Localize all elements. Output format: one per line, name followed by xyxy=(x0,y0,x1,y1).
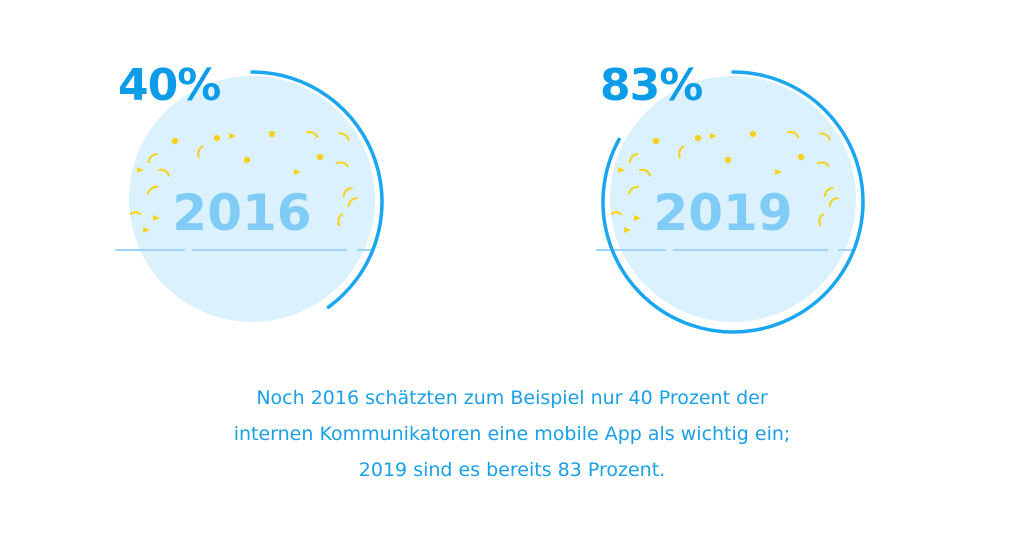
confetti-streamer xyxy=(342,187,353,198)
confetti-streamer xyxy=(678,145,685,159)
confetti-streamer xyxy=(786,131,800,139)
confetti-triangle xyxy=(294,169,301,175)
progress-arc xyxy=(601,70,865,334)
caption: Noch 2016 schätzten zum Beispiel nur 40 … xyxy=(112,380,912,488)
confetti-streamer xyxy=(147,153,158,164)
confetti-dot xyxy=(749,130,757,138)
confetti-dot xyxy=(316,153,324,161)
confetti-group xyxy=(610,130,839,233)
confetti-streamer xyxy=(628,153,639,164)
confetti-dot xyxy=(797,153,805,161)
confetti-streamer xyxy=(197,145,204,159)
confetti-triangle xyxy=(624,227,631,233)
confetti-streamer xyxy=(818,213,825,227)
confetti-triangle xyxy=(618,167,625,173)
confetti-triangle xyxy=(229,133,236,139)
confetti-dot xyxy=(171,137,179,145)
year-label: 2016 xyxy=(172,184,311,242)
confetti-triangle xyxy=(634,215,641,221)
year-label: 2019 xyxy=(653,184,792,242)
confetti-dot xyxy=(652,137,660,145)
confetti-streamer xyxy=(819,132,831,141)
gauge-chart: 2016 40% 2019 83% xyxy=(115,60,865,334)
progress-arc xyxy=(250,70,384,309)
confetti-triangle xyxy=(775,169,782,175)
confetti-streamer xyxy=(158,168,170,177)
gauge-disc xyxy=(610,76,856,322)
caption-line-2: internen Kommunikatoren eine mobile App … xyxy=(233,423,791,445)
gauge-disc xyxy=(129,76,375,322)
confetti-triangle xyxy=(710,133,717,139)
confetti-dot xyxy=(213,134,221,142)
confetti-streamer xyxy=(347,197,358,208)
percent-label: 83% xyxy=(600,60,702,111)
confetti-triangle xyxy=(143,227,150,233)
gauge-2019: 2019 83% xyxy=(596,60,865,334)
confetti-triangle xyxy=(153,215,160,221)
confetti-streamer xyxy=(338,132,350,141)
confetti-dot xyxy=(268,130,276,138)
confetti-dot xyxy=(694,134,702,142)
confetti-streamer xyxy=(828,197,839,208)
caption-line-1: Noch 2016 schätzten zum Beispiel nur 40 … xyxy=(256,387,768,409)
confetti-dot xyxy=(724,156,732,164)
confetti-streamer xyxy=(335,161,349,168)
caption-line-3: 2019 sind es bereits 83 Prozent. xyxy=(358,459,666,481)
confetti-streamer xyxy=(823,187,834,198)
confetti-streamer xyxy=(337,213,344,227)
confetti-streamer xyxy=(146,185,159,195)
confetti-triangle xyxy=(137,167,144,173)
confetti-dot xyxy=(243,156,251,164)
confetti-streamer xyxy=(816,161,830,168)
confetti-streamer xyxy=(639,168,651,177)
gauge-2016: 2016 40% xyxy=(115,60,384,322)
confetti-streamer xyxy=(305,131,319,139)
confetti-streamer xyxy=(627,185,640,195)
percent-label: 40% xyxy=(118,60,220,111)
confetti-group xyxy=(129,130,358,233)
